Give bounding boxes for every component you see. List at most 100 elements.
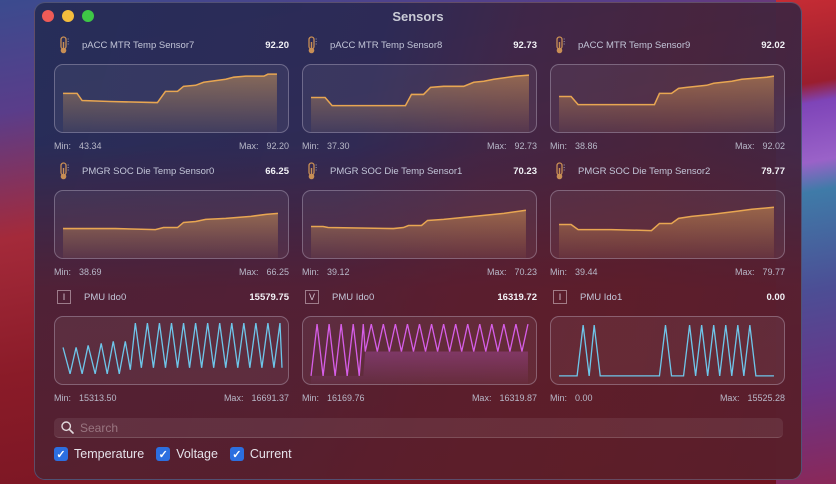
filter-temperature[interactable]: ✓ Temperature	[54, 447, 144, 461]
sensor-chart	[54, 316, 289, 385]
sensor-card: I PMU Ido1 0.00 Min: 0.00 Max: 15525.28	[550, 285, 785, 411]
current-icon: I	[553, 290, 567, 304]
sensor-chart	[550, 190, 785, 259]
sensor-value: 92.02	[761, 39, 785, 51]
sensor-value: 92.20	[265, 39, 289, 51]
max-label: Max:	[471, 393, 492, 403]
min-value: 37.30	[327, 141, 350, 151]
current-icon: I	[57, 290, 71, 304]
sensor-chart	[54, 190, 289, 259]
sensors-window: Sensors pACC MTR Temp Sensor7 92.20 Min:…	[34, 2, 802, 480]
min-value: 38.69	[79, 267, 102, 277]
sensor-name: PMGR SOC Die Temp Sensor2	[578, 165, 711, 177]
thermometer-icon	[552, 36, 568, 54]
checkbox-checked-icon[interactable]: ✓	[229, 447, 244, 461]
sensor-name: pACC MTR Temp Sensor8	[330, 39, 443, 51]
min-label: Min:	[54, 393, 72, 403]
checkbox-checked-icon[interactable]: ✓	[54, 447, 68, 461]
sensor-grid: pACC MTR Temp Sensor7 92.20 Min: 43.34 Max…	[54, 33, 785, 411]
min-label: Min:	[302, 393, 320, 403]
sensor-value: 15579.75	[249, 291, 289, 303]
min-label: Min:	[54, 267, 72, 277]
min-value: 38.86	[575, 141, 598, 151]
min-label: Min:	[302, 141, 320, 151]
sensor-type-filters: ✓ Temperature ✓ Voltage ✓ Current	[54, 447, 292, 461]
thermometer-icon	[304, 162, 320, 180]
min-label: Min:	[550, 141, 568, 151]
thermometer-icon	[56, 36, 72, 54]
sensor-name: PMGR SOC Die Temp Sensor0	[82, 165, 215, 177]
max-value: 92.02	[762, 141, 785, 151]
min-value: 39.12	[327, 267, 350, 277]
min-value: 0.00	[575, 393, 593, 403]
min-value: 43.34	[79, 141, 102, 151]
sensor-value: 70.23	[513, 165, 537, 177]
min-label: Min:	[302, 267, 320, 277]
min-value: 39.44	[575, 267, 598, 277]
sensor-chart	[302, 64, 537, 133]
max-value: 70.23	[514, 267, 537, 277]
max-value: 66.25	[266, 267, 289, 277]
window-controls	[42, 10, 94, 22]
filter-current[interactable]: ✓ Current	[229, 447, 292, 461]
sensor-chart	[302, 190, 537, 259]
min-label: Min:	[550, 267, 568, 277]
max-label: Max:	[238, 141, 259, 151]
min-label: Min:	[550, 393, 568, 403]
sensor-card: pACC MTR Temp Sensor9 92.02 Min: 38.86 Max…	[550, 33, 785, 159]
sensor-value: 66.25	[265, 165, 289, 177]
max-value: 16319.87	[499, 393, 537, 403]
search-input[interactable]	[80, 420, 760, 435]
sensor-chart	[54, 64, 289, 133]
sensor-name: PMU Ido1	[580, 291, 623, 303]
sensor-chart	[302, 316, 537, 385]
sensor-card: PMGR SOC Die Temp Sensor0 66.25 Min: 38.6…	[54, 159, 289, 285]
max-label: Max:	[486, 267, 507, 277]
sensor-name: pACC MTR Temp Sensor9	[578, 39, 691, 51]
search-icon	[61, 421, 74, 434]
search-field[interactable]	[54, 418, 783, 438]
max-label: Max:	[486, 141, 507, 151]
filter-label: Current	[249, 447, 292, 461]
max-value: 15525.28	[747, 393, 785, 403]
zoom-button[interactable]	[82, 10, 94, 22]
thermometer-icon	[552, 162, 568, 180]
sensor-value: 92.73	[513, 39, 537, 51]
min-value: 16169.76	[327, 393, 365, 403]
sensor-value: 16319.72	[497, 291, 537, 303]
sensor-name: pACC MTR Temp Sensor7	[82, 39, 195, 51]
max-label: Max:	[719, 393, 740, 403]
window-title: Sensors	[392, 9, 444, 24]
sensor-name: PMU Ido0	[332, 291, 375, 303]
minimize-button[interactable]	[62, 10, 74, 22]
max-label: Max:	[238, 267, 259, 277]
sensor-card: pACC MTR Temp Sensor7 92.20 Min: 43.34 Max…	[54, 33, 289, 159]
sensor-value: 0.00	[766, 291, 786, 303]
sensor-chart	[550, 316, 785, 385]
max-value: 92.20	[266, 141, 289, 151]
voltage-icon: V	[305, 290, 319, 304]
checkbox-checked-icon[interactable]: ✓	[156, 447, 171, 461]
sensor-chart	[550, 64, 785, 133]
thermometer-icon	[56, 162, 72, 180]
max-value: 16691.37	[251, 393, 289, 403]
sensor-card: V PMU Ido0 16319.72 Min: 16169.76 Max: 1631…	[302, 285, 537, 411]
sensor-card: pACC MTR Temp Sensor8 92.73 Min: 37.30 Max…	[302, 33, 537, 159]
max-label: Max:	[734, 141, 755, 151]
max-value: 92.73	[514, 141, 537, 151]
title-bar[interactable]: Sensors	[35, 3, 801, 29]
max-value: 79.77	[762, 267, 785, 277]
sensor-name: PMGR SOC Die Temp Sensor1	[330, 165, 463, 177]
sensor-card: I PMU Ido0 15579.75 Min: 15313.50 Max: 1669…	[54, 285, 289, 411]
min-value: 15313.50	[79, 393, 117, 403]
filter-label: Temperature	[74, 447, 145, 461]
filter-voltage[interactable]: ✓ Voltage	[156, 447, 218, 461]
sensor-card: PMGR SOC Die Temp Sensor2 79.77 Min: 39.4…	[550, 159, 785, 285]
max-label: Max:	[223, 393, 244, 403]
filter-label: Voltage	[176, 447, 218, 461]
min-label: Min:	[54, 141, 72, 151]
max-label: Max:	[734, 267, 755, 277]
thermometer-icon	[304, 36, 320, 54]
sensor-card: PMGR SOC Die Temp Sensor1 70.23 Min: 39.1…	[302, 159, 537, 285]
close-button[interactable]	[42, 10, 54, 22]
